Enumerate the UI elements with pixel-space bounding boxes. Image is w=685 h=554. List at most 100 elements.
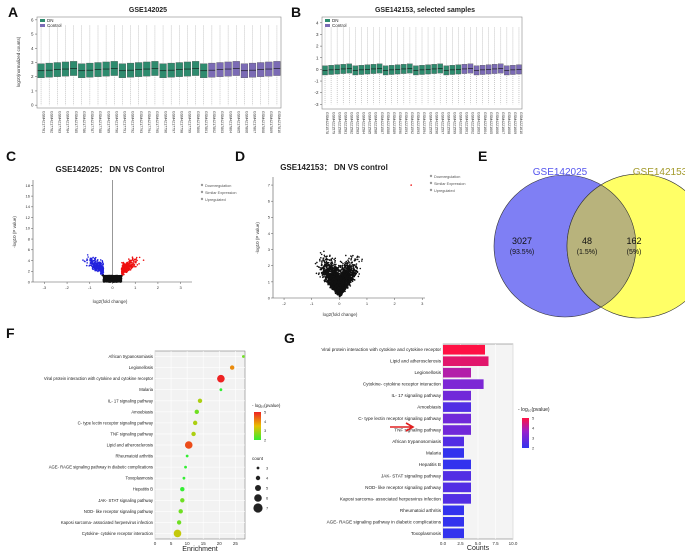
panel-d-volcano: GSE142153： DN VS control log2(fold chang… xyxy=(255,163,465,317)
volcano-point xyxy=(358,260,360,263)
volcano-point xyxy=(334,271,336,273)
volcano-point xyxy=(323,250,325,253)
volcano-point xyxy=(347,267,349,270)
volcano-point xyxy=(335,285,338,288)
volcano-point xyxy=(339,260,342,263)
volcano-point xyxy=(329,267,332,270)
volcano-point xyxy=(323,269,325,272)
volcano-point xyxy=(101,266,104,269)
volcano-point xyxy=(327,282,330,284)
volcano-point xyxy=(330,261,333,264)
volcano-point xyxy=(128,268,130,271)
volcano-point xyxy=(121,271,124,274)
volcano-point xyxy=(352,270,355,273)
volcano-point xyxy=(339,278,341,281)
category-label: Amoebiasis xyxy=(417,405,441,410)
y-tick-label: 0 xyxy=(28,279,31,284)
sample-label: GSM4217782 xyxy=(49,111,53,133)
volcano-point xyxy=(330,272,332,275)
volcano-point xyxy=(114,275,117,278)
volcano-point xyxy=(329,286,332,288)
volcano-point xyxy=(322,257,325,259)
volcano-point xyxy=(128,262,131,265)
volcano-point xyxy=(348,257,350,260)
sample-label: GSM4217799 xyxy=(188,111,192,133)
legend-control-label: Control xyxy=(332,23,347,28)
volcano-point xyxy=(338,294,341,297)
volcano-point xyxy=(323,254,326,257)
volcano-point xyxy=(340,261,343,264)
volcano-point xyxy=(114,278,116,281)
volcano-point xyxy=(347,284,349,286)
panel-g-xlabel: Counts xyxy=(467,545,490,552)
volcano-point xyxy=(342,269,345,272)
volcano-point xyxy=(334,279,337,281)
size-legend-label: 4 xyxy=(266,476,269,481)
volcano-point xyxy=(93,263,96,266)
volcano-point xyxy=(355,263,358,265)
bar xyxy=(443,459,471,470)
volcano-point xyxy=(333,268,336,271)
volcano-point xyxy=(340,294,343,296)
volcano-point xyxy=(122,270,125,273)
volcano-point xyxy=(135,265,137,268)
volcano-point xyxy=(320,263,323,265)
category-label: NOD- like receptor signaling pathway xyxy=(84,509,154,514)
sample-label: GSM4217781 xyxy=(41,111,45,133)
dot-point xyxy=(192,420,198,426)
volcano-point xyxy=(335,263,337,266)
category-label: C- type lectin receptor signaling pathwa… xyxy=(358,416,441,421)
y-tick-label: 1 xyxy=(268,279,271,284)
category-label: JAK- STAT signaling pathway xyxy=(98,498,154,503)
volcano-point xyxy=(342,279,344,282)
volcano-point xyxy=(335,291,337,293)
y-tick-label: 8 xyxy=(28,236,31,241)
sample-label: GSM4217784 xyxy=(66,111,70,133)
volcano-point xyxy=(86,254,89,256)
volcano-point xyxy=(101,260,104,262)
x-tick-label: -2 xyxy=(65,285,69,290)
sample-label: GSM4221595 xyxy=(428,112,432,134)
volcano-point xyxy=(314,262,317,265)
x-tick-label: -1 xyxy=(88,285,92,290)
volcano-point xyxy=(325,278,327,280)
volcano-point xyxy=(331,278,334,281)
panel-d-legend: Downregulation Similar Expression Upregu… xyxy=(429,174,465,193)
bar xyxy=(443,367,471,378)
volcano-point xyxy=(331,257,334,260)
size-legend-label: 6 xyxy=(266,496,269,501)
volcano-point xyxy=(92,256,94,259)
category-label: Amoebiasis xyxy=(131,409,153,414)
volcano-point xyxy=(346,270,349,273)
y-tick-label: 6 xyxy=(31,17,34,22)
volcano-point xyxy=(336,269,338,272)
panel-b-legend: DN Control xyxy=(325,18,347,28)
volcano-point xyxy=(340,276,343,279)
volcano-point xyxy=(410,184,412,186)
volcano-point xyxy=(333,263,336,266)
panel-g-color-legend: - log₁₀(pvalue) 2 3 4 5 xyxy=(518,407,550,451)
panel-a-ylabel: log10(normalized counts) xyxy=(16,36,21,87)
volcano-point xyxy=(353,279,356,281)
volcano-point xyxy=(98,264,101,266)
y-tick-label: -1 xyxy=(314,79,318,84)
volcano-point xyxy=(334,259,336,262)
venn-both-pct: (1.5%) xyxy=(577,249,598,256)
volcano-point xyxy=(325,260,328,263)
sample-label: GSM4217793 xyxy=(139,111,143,133)
volcano-point xyxy=(348,277,351,280)
volcano-point xyxy=(131,266,133,268)
bar xyxy=(443,413,471,424)
volcano-point xyxy=(356,267,358,270)
category-label: Legionellosis xyxy=(414,370,441,375)
volcano-point xyxy=(122,269,125,271)
volcano-point xyxy=(351,276,354,279)
panel-f-color-legend: - log₁₀(pvalue) 2 3 4 5 xyxy=(252,403,281,443)
volcano-point xyxy=(351,278,354,281)
dot-point xyxy=(182,476,186,480)
volcano-point xyxy=(142,259,145,261)
y-tick-label: 2 xyxy=(31,74,34,79)
legend-dn-swatch xyxy=(325,19,330,22)
volcano-point xyxy=(346,262,349,265)
volcano-point xyxy=(90,259,93,261)
